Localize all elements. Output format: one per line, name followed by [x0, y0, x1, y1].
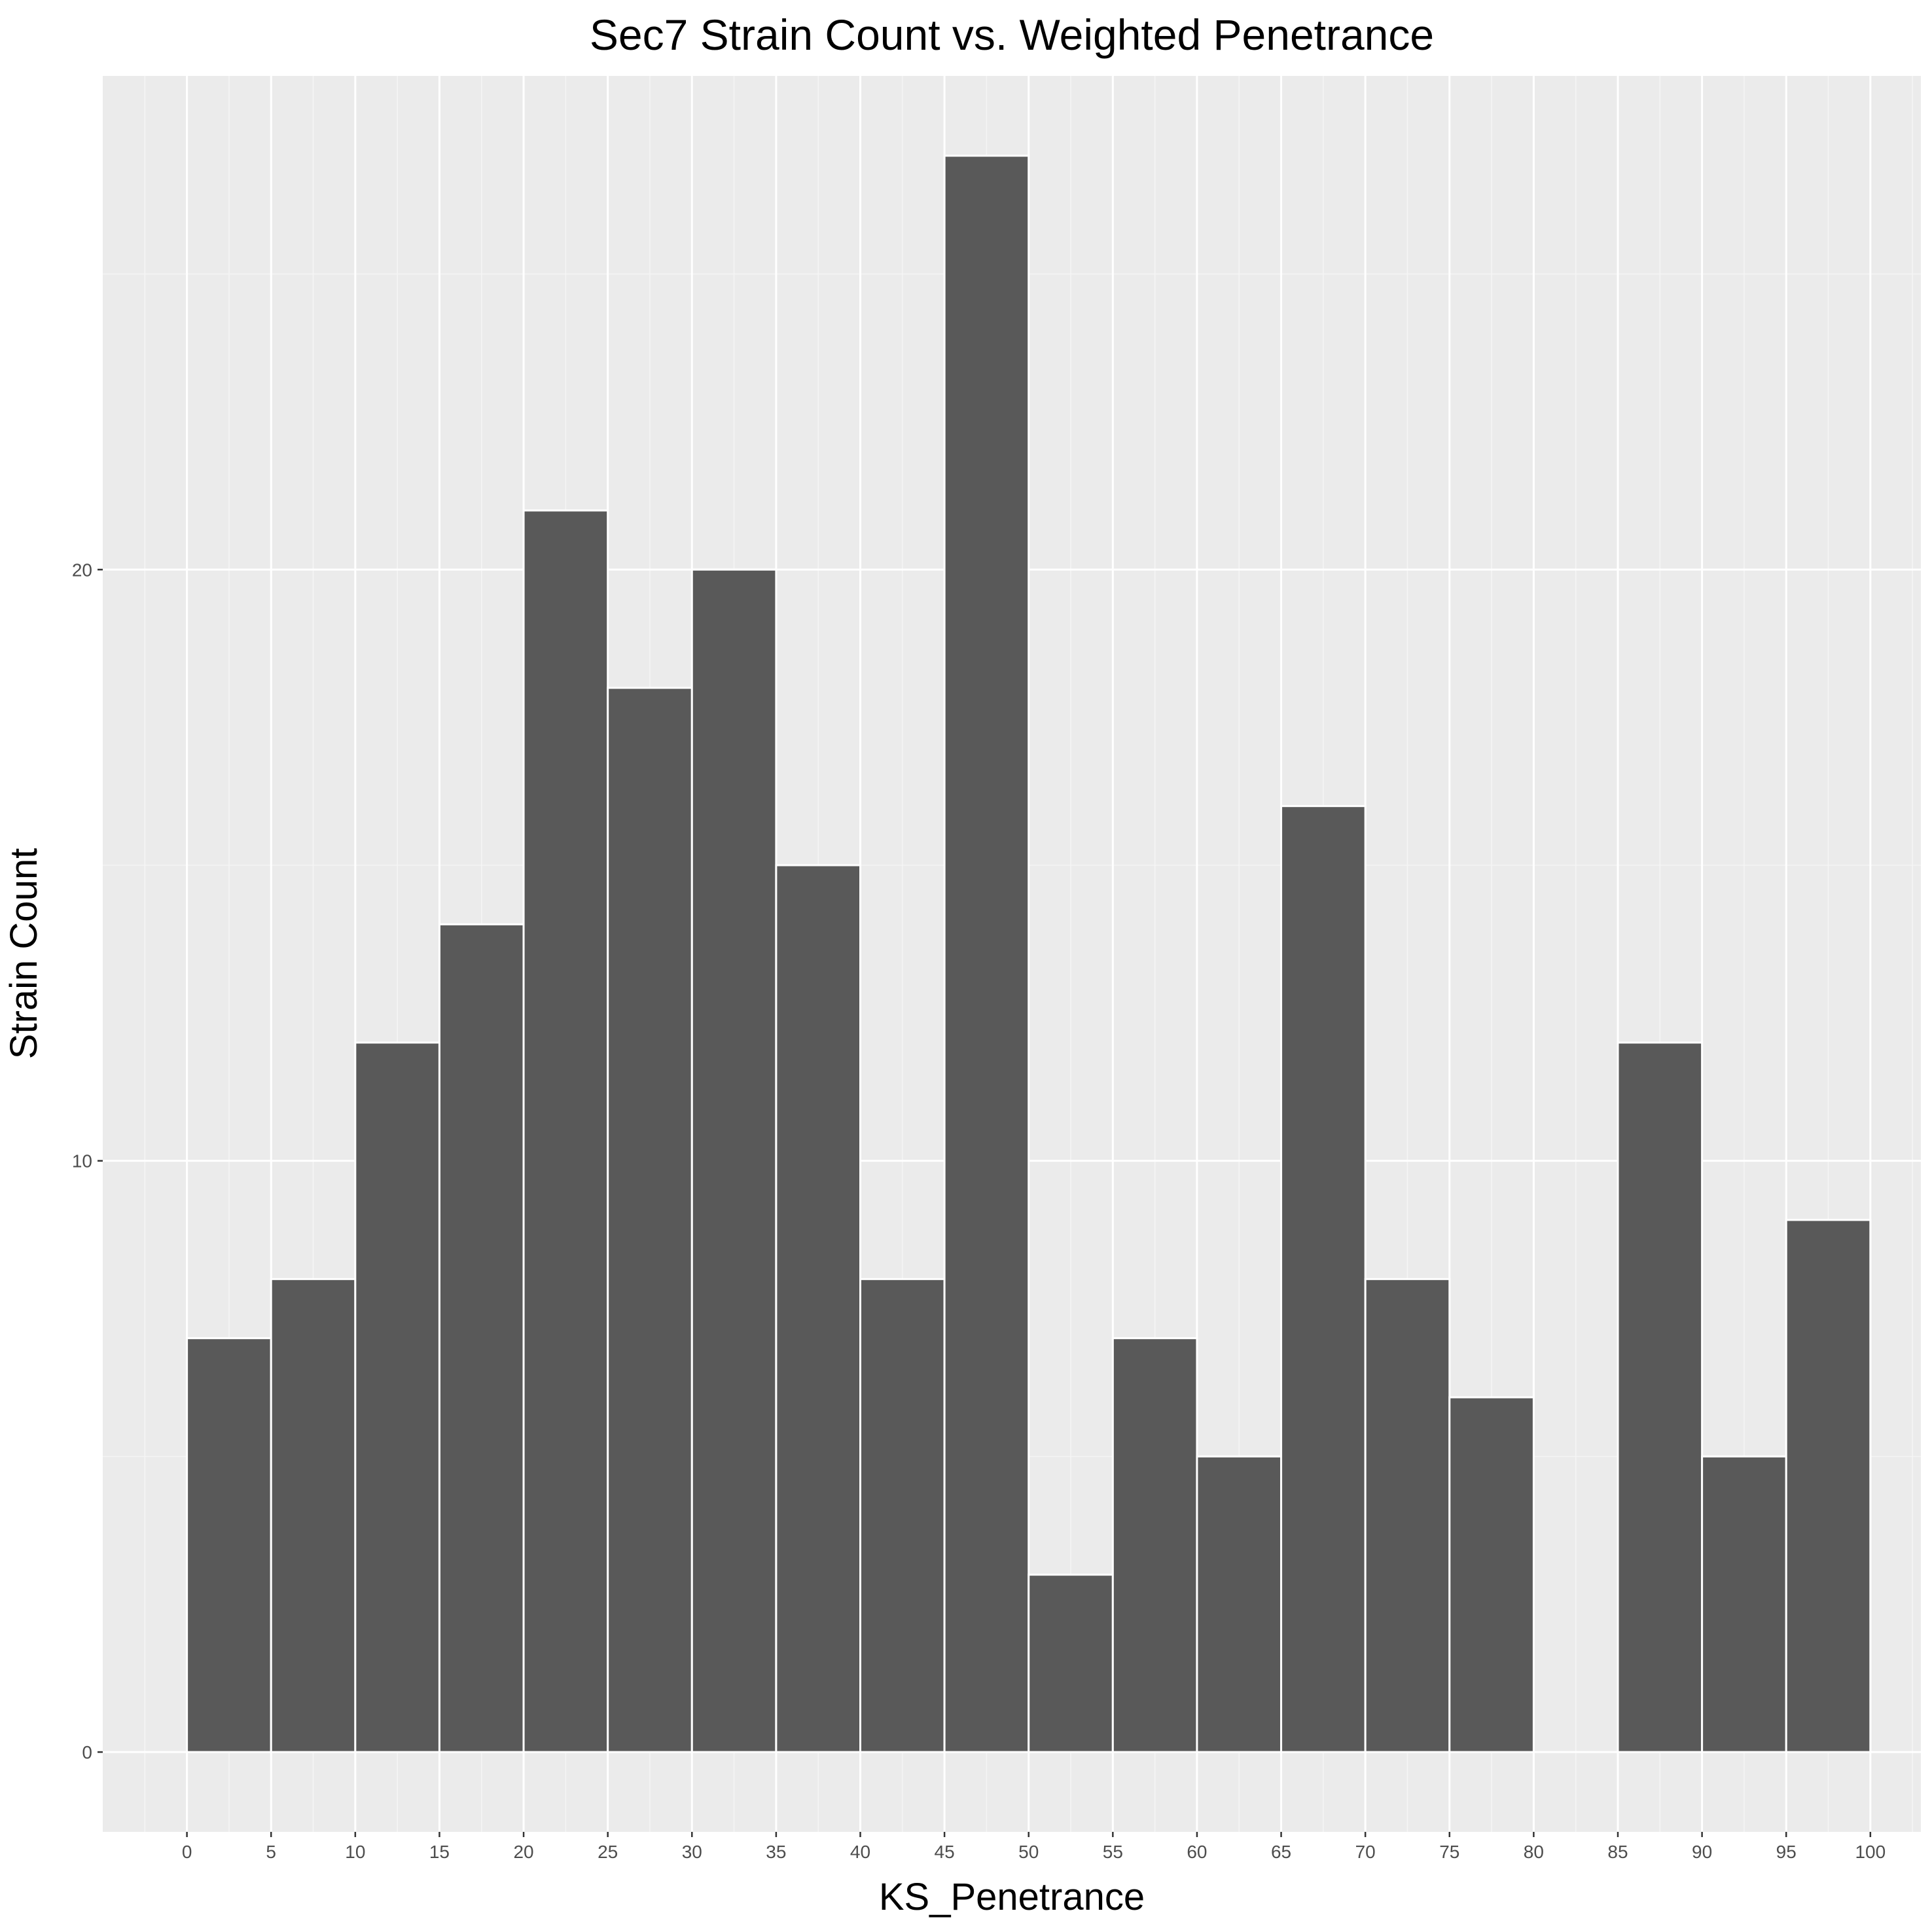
x-tick-label: 40	[850, 1842, 870, 1862]
histogram-bar	[1701, 1455, 1787, 1753]
x-tick-label: 30	[682, 1842, 702, 1862]
x-tick-label: 90	[1692, 1842, 1712, 1862]
x-tick-label: 85	[1607, 1842, 1628, 1862]
histogram-bar	[1617, 1041, 1704, 1753]
histogram-bar	[859, 1278, 946, 1753]
histogram-bar	[522, 509, 609, 1753]
x-tick-label: 15	[429, 1842, 450, 1862]
x-axis-label: KS_Penetrance	[879, 1876, 1145, 1918]
x-tick-label: 20	[513, 1842, 533, 1862]
histogram-bar	[1448, 1396, 1535, 1753]
histogram-bar	[775, 864, 862, 1753]
x-tick-label: 95	[1776, 1842, 1797, 1862]
x-tick-label: 80	[1524, 1842, 1544, 1862]
y-axis-label: Strain Count	[3, 848, 45, 1059]
x-tick-label: 55	[1103, 1842, 1123, 1862]
x-tick-label: 0	[182, 1842, 192, 1862]
x-tick-label: 35	[766, 1842, 786, 1862]
histogram-bar	[186, 1337, 272, 1753]
bars	[186, 154, 1872, 1753]
histogram-bar	[438, 923, 525, 1753]
x-tick-label: 10	[345, 1842, 365, 1862]
histogram-bar	[1785, 1219, 1872, 1753]
y-tick-label: 0	[82, 1742, 92, 1762]
histogram-bar	[354, 1041, 440, 1753]
x-axis-ticks: 0 5 10 15 20 25 30 35 40 45 50 55 60 65 70 75 80 85 90 95 10…	[182, 1832, 1886, 1862]
x-tick-label: 65	[1271, 1842, 1291, 1862]
histogram-bar	[1364, 1278, 1451, 1753]
x-tick-label: 25	[598, 1842, 618, 1862]
histogram-bar	[943, 154, 1030, 1753]
histogram-bar	[1280, 805, 1367, 1753]
x-tick-label: 75	[1439, 1842, 1459, 1862]
x-tick-label: 5	[266, 1842, 276, 1862]
histogram-bar	[690, 568, 778, 1753]
chart-title: Sec7 Strain Count vs. Weighted Penetranc…	[590, 10, 1434, 59]
x-tick-label: 70	[1355, 1842, 1376, 1862]
x-tick-label: 45	[935, 1842, 955, 1862]
histogram-bar	[270, 1278, 357, 1753]
histogram-bar	[1028, 1573, 1114, 1753]
histogram-bar	[607, 687, 693, 1753]
x-tick-label: 50	[1018, 1842, 1039, 1862]
y-axis-ticks: 0 10 20	[72, 560, 103, 1762]
x-tick-label: 100	[1855, 1842, 1886, 1862]
histogram-bar	[1111, 1337, 1198, 1753]
y-tick-label: 20	[72, 560, 92, 580]
y-tick-label: 10	[72, 1151, 92, 1172]
histogram-bar	[1196, 1455, 1283, 1753]
x-tick-label: 60	[1187, 1842, 1207, 1862]
